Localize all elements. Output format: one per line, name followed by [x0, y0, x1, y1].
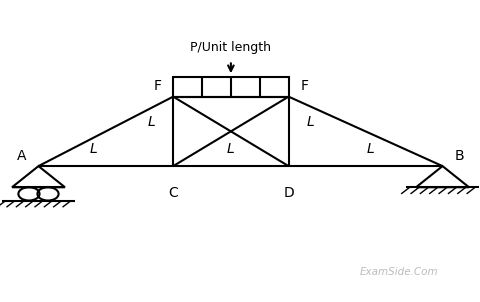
Text: F: F [300, 79, 308, 93]
Text: L: L [90, 143, 97, 156]
Text: P/Unit length: P/Unit length [190, 41, 271, 54]
Bar [173, 77, 288, 97]
Text: C: C [168, 186, 178, 200]
Text: L: L [366, 143, 373, 156]
Text: F: F [153, 79, 161, 93]
Text: B: B [454, 149, 463, 162]
Text: D: D [283, 186, 293, 200]
Text: A: A [17, 149, 26, 162]
Text: L: L [306, 115, 313, 129]
Text: L: L [227, 143, 234, 156]
Text: ExamSide.Com: ExamSide.Com [359, 267, 438, 277]
Text: L: L [147, 115, 155, 129]
